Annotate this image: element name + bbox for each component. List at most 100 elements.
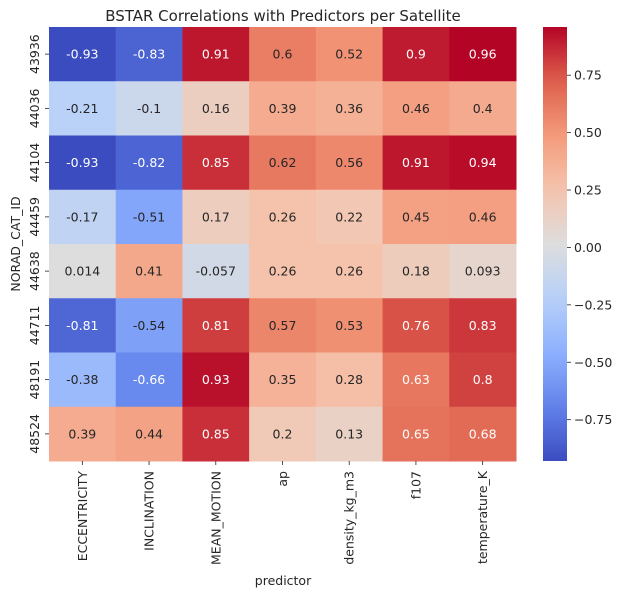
y-tick-label: 44711: [27, 305, 42, 345]
x-tick-label: INCLINATION: [142, 471, 157, 551]
cell-value-label: 0.85: [202, 426, 230, 441]
cell-value-label: -0.21: [66, 101, 98, 116]
cell-value-label: 0.91: [202, 47, 230, 62]
heatmap-cell: [182, 352, 250, 408]
cell-value-label: 0.63: [402, 372, 430, 387]
cell-value-label: -0.82: [133, 155, 165, 170]
cell-value-label: 0.83: [469, 318, 497, 333]
colorbar-tick-label: −0.50: [574, 355, 612, 370]
cell-value-label: -0.83: [133, 47, 165, 62]
cell-value-label: 0.26: [269, 209, 297, 224]
heatmap-cell: [249, 352, 317, 408]
colorbar-tick-label: 0.75: [574, 68, 602, 83]
cell-value-label: 0.53: [335, 318, 363, 333]
y-axis: 43936 44036 44104 44459 44638 44711 48191 48524: [27, 34, 49, 454]
cell-value-label: 0.45: [402, 209, 430, 224]
heatmap-cell: [315, 27, 384, 82]
cell-value-label: -0.93: [66, 155, 98, 170]
heatmap-cell: [249, 244, 317, 299]
heatmap-cell: [249, 27, 317, 82]
colorbar-tick-label: −0.25: [574, 297, 612, 312]
cell-value-label: 0.16: [202, 101, 230, 116]
cell-value-label: 0.65: [402, 426, 430, 441]
colorbar-tick-label: 0.50: [574, 125, 602, 140]
heatmap-cell: [115, 244, 183, 299]
cell-value-label: 0.17: [202, 209, 230, 224]
x-tick-label: ap: [275, 471, 290, 487]
cell-value-label: 0.93: [202, 372, 230, 387]
x-axis-label: predictor: [255, 573, 312, 588]
y-tick-label: 43936: [27, 34, 42, 74]
heatmap-cell: [49, 406, 117, 462]
heatmap-cell: [49, 135, 117, 191]
cell-value-label: 0.35: [269, 372, 297, 387]
heatmap-cell: [49, 352, 117, 408]
cell-value-label: 0.57: [269, 318, 297, 333]
heatmap-cell: [182, 81, 250, 136]
heatmap-cell: [49, 81, 117, 136]
colorbar: [543, 27, 567, 461]
heatmap-cell: [115, 81, 183, 136]
heatmap-cell: [49, 244, 117, 299]
colorbar-ticks: 0.75 0.50 0.25 0.00 −0.25 −0.50 −0.75: [567, 68, 612, 427]
heatmap-cell: [449, 406, 517, 462]
cell-value-label: 0.85: [202, 155, 230, 170]
cell-value-label: -0.17: [66, 209, 98, 224]
cell-value-label: -0.54: [133, 318, 165, 333]
x-axis: ECCENTRICITY INCLINATION MEAN_MOTION ap dens…: [75, 461, 490, 565]
heatmap-cell: [249, 189, 317, 245]
heatmap-cell: [49, 27, 117, 82]
x-tick-label: ECCENTRICITY: [75, 471, 90, 562]
cell-value-label: 0.8: [473, 372, 493, 387]
heatmap-cell: [449, 189, 517, 245]
heatmap-cell: [449, 81, 517, 136]
heatmap-cell: [115, 189, 183, 245]
cell-value-label: 0.13: [335, 426, 363, 441]
heatmap-cell: [182, 27, 250, 82]
heatmap-cell: [382, 189, 450, 245]
cell-value-label: -0.057: [196, 264, 236, 279]
cell-value-label: 0.68: [469, 426, 497, 441]
cell-value-label: 0.36: [335, 101, 363, 116]
cell-value-label: -0.66: [133, 372, 165, 387]
cell-value-label: 0.56: [335, 155, 363, 170]
cell-value-label: 0.28: [335, 372, 363, 387]
heatmap-cell: [49, 298, 117, 353]
colorbar-tick-label: −0.75: [574, 412, 612, 427]
cell-value-label: -0.38: [66, 372, 98, 387]
cell-value-label: 0.6: [273, 47, 293, 62]
heatmap-cell: [382, 298, 450, 353]
heatmap-cell: [182, 406, 250, 462]
y-tick-label: 44459: [27, 197, 42, 237]
heatmap-cell: [315, 352, 384, 408]
heatmap-cell: [449, 244, 517, 299]
cell-value-label: 0.41: [135, 264, 163, 279]
x-tick-label: MEAN_MOTION: [208, 471, 223, 565]
heatmap-cell: [315, 135, 384, 191]
heatmap-cell: [449, 298, 517, 353]
heatmap-cells: -0.93 -0.83 0.91 0.6 0.52 0.9 0.96 -0.21 -0.1 0.1…: [49, 27, 517, 462]
heatmap-cell: [249, 81, 317, 136]
y-tick-label: 48524: [27, 414, 42, 454]
cell-value-label: 0.18: [402, 264, 430, 279]
heatmap-cell: [315, 81, 384, 136]
x-tick-label: density_kg_m3: [342, 471, 357, 565]
heatmap-cell: [182, 244, 250, 299]
cell-value-label: -0.51: [133, 209, 165, 224]
heatmap-cell: [115, 406, 183, 462]
cell-value-label: 0.81: [202, 318, 230, 333]
colorbar-tick-label: 0.25: [574, 183, 602, 198]
heatmap-cell: [315, 298, 384, 353]
heatmap-cell: [382, 81, 450, 136]
heatmap-cell: [449, 135, 517, 191]
x-tick-label: f107: [408, 471, 423, 499]
heatmap-cell: [315, 406, 384, 462]
heatmap-cell: [49, 189, 117, 245]
x-tick-label: temperature_K: [475, 470, 490, 564]
cell-value-label: 0.62: [269, 155, 297, 170]
heatmap-cell: [382, 244, 450, 299]
heatmap-cell: [182, 135, 250, 191]
heatmap-cell: [249, 298, 317, 353]
y-tick-label: 44104: [27, 143, 42, 183]
